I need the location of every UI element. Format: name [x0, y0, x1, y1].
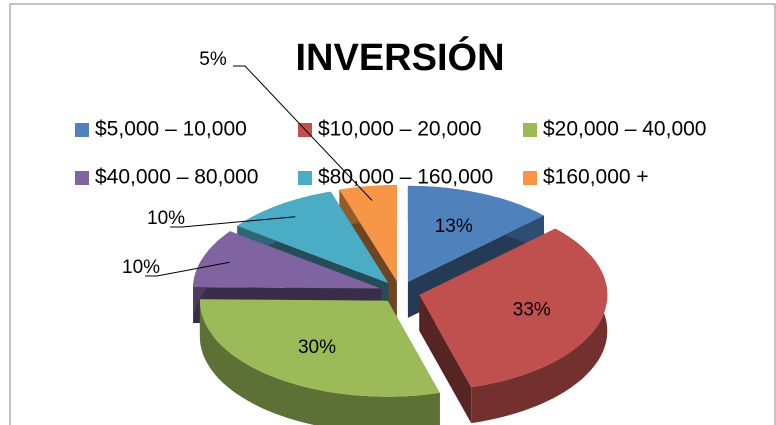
slice	[193, 231, 382, 289]
data-label: 10%	[122, 257, 160, 278]
leader-line	[170, 216, 296, 228]
slice	[237, 191, 389, 284]
data-label: 10%	[147, 208, 185, 229]
slice-side	[419, 294, 472, 424]
slice	[339, 185, 397, 282]
data-label: 33%	[513, 299, 551, 320]
slice	[419, 228, 608, 388]
legend-label: $5,000 – 10,000	[95, 118, 247, 141]
legend-swatch	[75, 171, 89, 185]
slice-wall	[199, 299, 440, 425]
legend-label: $10,000 – 20,000	[318, 118, 482, 141]
legend-swatch	[298, 171, 312, 185]
slice-wall	[471, 228, 608, 424]
data-label: 5%	[199, 49, 227, 70]
leader-line	[233, 65, 373, 201]
legend-swatch	[75, 123, 89, 137]
chart-title: INVERSIÓN	[295, 35, 504, 79]
data-label: 30%	[298, 337, 336, 358]
slice	[199, 299, 440, 397]
legend-label: $80,000 – 160,000	[318, 166, 493, 189]
legend-label: $20,000 – 40,000	[543, 118, 707, 141]
legend-swatch	[523, 123, 537, 137]
slice	[407, 185, 544, 282]
legend-swatch	[523, 171, 537, 185]
data-label: 13%	[435, 216, 473, 237]
legend-label: $40,000 – 80,000	[95, 166, 259, 189]
legend-label: $160,000 +	[543, 166, 649, 189]
leader-line	[145, 261, 230, 277]
